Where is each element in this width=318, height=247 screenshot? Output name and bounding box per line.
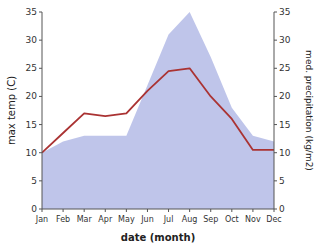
- chart: 0 5 10 15 20 25 30 35 0 5 10 15 20 25 30 35 Jan Feb Mar Apr…: [0, 0, 318, 247]
- y-tick-label: 25: [26, 63, 37, 73]
- y2-tick-label: 5: [279, 176, 285, 186]
- x-tick-label: Apr: [98, 215, 113, 224]
- y2-tick-label: 0: [279, 204, 285, 214]
- y2-tick: [274, 12, 277, 13]
- y2-tick-label: 35: [279, 7, 290, 17]
- x-tick-label: Jun: [140, 215, 154, 224]
- x-tick: [252, 209, 253, 212]
- y2-tick-label: 30: [279, 35, 291, 45]
- axes: 0 5 10 15 20 25 30 35 0 5 10 15 20 25 30 35 Jan Feb Mar Apr…: [26, 7, 291, 224]
- x-tick-label: Jul: [163, 215, 174, 224]
- y-tick-label: 5: [31, 176, 37, 186]
- x-tick-label: May: [118, 215, 135, 224]
- y-tick: [39, 180, 42, 181]
- y-tick: [39, 152, 42, 153]
- x-tick: [126, 209, 127, 212]
- x-tick: [168, 209, 169, 212]
- x-tick-label: Aug: [182, 215, 198, 224]
- y2-tick-label: 15: [279, 120, 290, 130]
- x-axis-label: date (month): [121, 232, 195, 243]
- y2-tick-label: 20: [279, 91, 291, 101]
- x-tick: [210, 209, 211, 212]
- y2-tick: [274, 152, 277, 153]
- y-tick-label: 35: [26, 7, 37, 17]
- x-tick: [84, 209, 85, 212]
- x-tick-label: Jan: [35, 215, 48, 224]
- y2-tick: [274, 96, 277, 97]
- x-tick-label: Feb: [56, 215, 70, 224]
- y-axis-label: max temp (C): [6, 76, 17, 145]
- y-axis-line: [42, 12, 43, 209]
- y-tick-label: 10: [26, 148, 38, 158]
- x-tick-label: Mar: [77, 215, 93, 224]
- y-tick: [39, 68, 42, 69]
- x-tick: [147, 209, 148, 212]
- x-tick-label: Dec: [266, 215, 281, 224]
- y-tick-label: 30: [26, 35, 38, 45]
- y2-axis-line: [274, 12, 275, 209]
- y-tick-label: 15: [26, 120, 37, 130]
- y2-tick: [274, 40, 277, 41]
- x-tick: [63, 209, 64, 212]
- temp-line: [42, 68, 274, 152]
- x-tick-label: Oct: [225, 215, 239, 224]
- y2-tick: [274, 68, 277, 69]
- y2-tick-label: 25: [279, 63, 290, 73]
- x-axis-line: [42, 209, 274, 210]
- y-tick: [39, 96, 42, 97]
- y2-tick-label: 10: [279, 148, 291, 158]
- x-tick: [42, 209, 43, 212]
- x-tick: [105, 209, 106, 212]
- x-tick: [189, 209, 190, 212]
- y-tick: [39, 12, 42, 13]
- chart-container: 0 5 10 15 20 25 30 35 0 5 10 15 20 25 30 35 Jan Feb Mar Apr…: [0, 0, 318, 247]
- y2-axis-label: med. precipitation (kg/m2): [304, 50, 314, 171]
- y-tick: [39, 40, 42, 41]
- x-tick-label: Nov: [245, 215, 261, 224]
- x-tick: [231, 209, 232, 212]
- y2-tick: [274, 124, 277, 125]
- y-tick: [39, 124, 42, 125]
- y-tick-label: 0: [31, 204, 37, 214]
- y-tick-label: 20: [26, 91, 38, 101]
- x-tick: [274, 209, 275, 212]
- plot-area: [42, 12, 274, 209]
- y2-tick: [274, 180, 277, 181]
- x-tick-label: Sep: [203, 215, 218, 224]
- precip-area: [42, 12, 274, 209]
